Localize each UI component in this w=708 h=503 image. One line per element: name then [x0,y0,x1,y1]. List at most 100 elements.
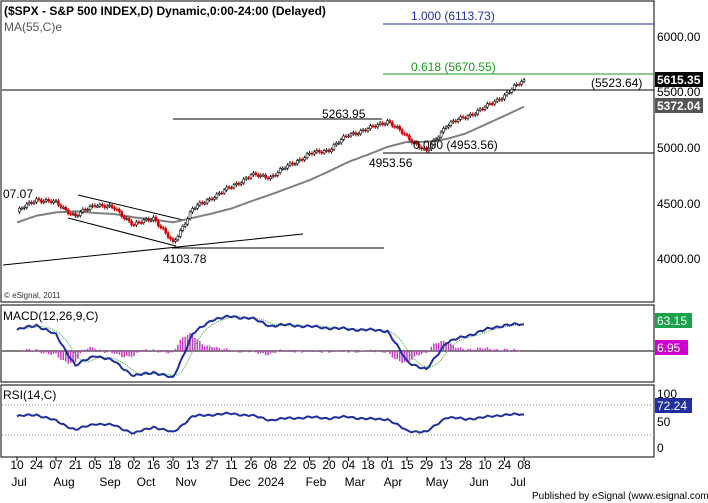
candle-body [425,147,428,151]
x-day-label: 16 [147,458,161,472]
candle-body [308,152,311,155]
candle-body [383,123,387,126]
candle-body [491,103,494,105]
candle-body [188,211,192,220]
candle-body [330,148,333,152]
x-day-label: 28 [459,458,473,472]
candle-body [510,89,514,93]
last-price-value: 5615.35 [657,73,701,87]
candle-body [291,162,294,165]
x-day-label: 13 [439,458,453,472]
x-day-label: 18 [108,458,122,472]
candle-body [393,125,397,128]
candle-body [303,157,306,161]
macd-value-badge [655,313,692,328]
x-day-label: 22 [283,458,297,472]
y-tick-5500: 5500.00 [657,85,701,99]
x-day-label: 26 [244,458,258,472]
candle-body [44,199,48,202]
candle-body [27,201,31,205]
level-5523-label: (5523.64) [591,76,642,90]
chart-title: ($SPX - S&P 500 INDEX,D) Dynamic,0:00-24… [4,4,326,18]
candle-body [161,227,165,229]
candle-body [508,92,511,94]
candle-body [361,129,365,132]
candle-body [32,201,36,204]
x-day-label: 10 [10,458,24,472]
candle-body [261,174,265,177]
candle-body [210,198,214,200]
candle-body [478,108,482,111]
candle-body [391,122,394,127]
x-day-label: 08 [517,458,531,472]
candle-body [186,218,189,225]
ma-value-badge [655,98,703,113]
candle-body [286,164,289,169]
candle-body [498,98,501,101]
candle-body [352,132,355,135]
macd-label: MACD(12,26,9,C) [3,309,98,323]
candle-body [247,177,250,180]
candle-body [366,128,370,132]
candle-body [466,115,470,119]
x-month-label: Jul [11,475,26,489]
candle-body [98,204,102,207]
candle-body [64,207,68,211]
candle-body [400,129,404,134]
candle-body [449,121,453,126]
candle-body [322,150,326,154]
macd-value: 63.15 [657,314,687,328]
candle-body [222,189,226,194]
macd-panel-frame [0,304,655,383]
candle-body [249,174,253,179]
candle-body [488,103,492,105]
candle-body [344,135,348,138]
candle-body [86,209,89,211]
candle-body [142,219,146,224]
macd-layer [16,314,525,379]
candle-body [320,151,323,154]
candle-body [447,125,450,128]
x-day-label: 15 [400,458,414,472]
candle-body [40,199,43,203]
candle-body [481,108,484,111]
candle-body [278,168,282,173]
candle-body [118,209,121,213]
x-day-label: 05 [88,458,102,472]
candle-body [62,207,65,209]
macd-line [16,314,525,379]
x-month-label: May [426,475,449,489]
candle-body [166,232,170,238]
candle-body [200,202,204,204]
x-day-label: 30 [166,458,180,472]
candle-body [105,205,109,208]
candle-body [52,200,55,203]
candle-body [205,199,209,204]
candle-body [486,103,489,108]
candle-body [464,117,467,120]
candle-body [354,132,358,135]
candle-body [298,159,302,161]
candle-body [325,149,328,152]
channel-upper-line [77,194,184,221]
x-day-label: 13 [186,458,200,472]
candle-body [125,218,128,220]
candle-body [359,130,362,135]
candle-body [208,198,211,201]
candle-body [179,229,182,237]
x-day-label: 11 [225,458,238,472]
candle-body [512,84,516,90]
x-day-label: 07 [49,458,63,472]
candle-body [461,116,465,119]
candle-body [74,213,77,217]
candle-body [69,213,72,215]
candle-body [244,177,248,180]
candle-body [517,84,521,86]
candle-body [203,202,206,205]
candle-body [522,79,526,82]
candle-body [408,135,411,141]
candle-body [495,98,499,102]
candle-body [191,208,194,213]
rsi-value: 72.24 [657,399,687,413]
candle-body [471,113,475,116]
